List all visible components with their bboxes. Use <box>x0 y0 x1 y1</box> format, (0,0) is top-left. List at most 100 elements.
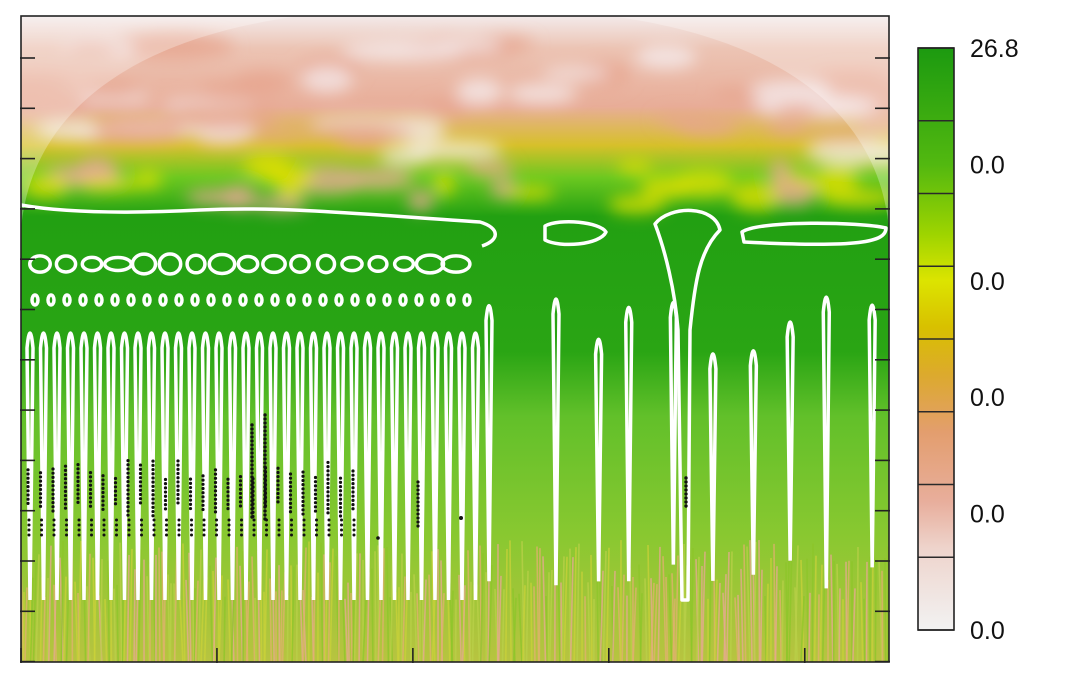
ridge-point <box>90 533 93 537</box>
ridge-point <box>301 483 305 487</box>
ridge-point <box>302 533 306 537</box>
ridge-point <box>152 523 156 527</box>
ridge-point <box>351 502 355 507</box>
ridge-point <box>51 488 55 492</box>
ridge-point <box>63 502 68 506</box>
ridge-point <box>177 528 181 532</box>
contour-band-left <box>21 203 497 248</box>
ridge-point <box>151 459 155 463</box>
ridge-point <box>126 479 130 484</box>
ridge-point <box>63 477 68 481</box>
ridge-point <box>76 467 80 471</box>
colorbar-frame <box>917 47 955 631</box>
ridge-point <box>65 523 68 527</box>
texture-blob <box>344 167 414 190</box>
texture-stripe <box>386 546 390 662</box>
texture-stripe <box>696 556 700 662</box>
texture-blob <box>407 189 434 212</box>
ridge-point <box>288 505 293 510</box>
ridge-point <box>77 533 81 537</box>
ridge-point <box>416 496 420 500</box>
ridge-point <box>52 518 56 522</box>
texture-stripe <box>569 557 574 662</box>
ridge-point <box>165 518 168 522</box>
ridge-point <box>176 488 180 492</box>
texture-stripe <box>509 540 512 662</box>
contour-column <box>295 331 305 601</box>
ridge-point <box>138 484 143 488</box>
texture-stripe <box>358 553 361 662</box>
texture-blob <box>423 101 470 116</box>
texture-stripe <box>590 554 593 662</box>
significance-contours <box>21 203 888 602</box>
ridge-point <box>338 493 343 497</box>
texture-stripe <box>320 542 324 662</box>
texture-stripe <box>161 551 165 662</box>
ridge-point <box>202 518 206 522</box>
ridge-point <box>250 511 254 515</box>
ridge-point <box>151 493 155 497</box>
ridge-point <box>152 518 156 522</box>
ridge-point <box>51 484 55 488</box>
ridge-point <box>52 523 56 527</box>
texture-stripe <box>800 559 805 662</box>
contour-oval <box>302 293 312 307</box>
ridge-point <box>265 523 268 527</box>
ridge-point <box>263 505 267 509</box>
ridge-point <box>226 485 230 490</box>
contour-column <box>38 331 49 601</box>
plot-frame <box>20 15 890 663</box>
ridge-point <box>313 509 318 513</box>
texture-stripe <box>819 564 823 662</box>
contour-column <box>79 331 89 601</box>
texture-stripe <box>129 548 133 662</box>
texture-stripe <box>227 579 232 662</box>
ridge-point <box>263 493 267 497</box>
texture-stripe <box>584 596 587 662</box>
ridge-point <box>263 449 267 453</box>
texture-stripe <box>512 597 517 662</box>
ridge-point <box>102 523 106 527</box>
texture-stripe <box>42 596 46 662</box>
ridge-point <box>163 490 168 494</box>
contour-column <box>214 331 224 601</box>
ridge-point <box>76 475 80 479</box>
ridge-point <box>26 480 30 484</box>
ridge-point <box>65 528 68 532</box>
ridge-point <box>288 501 293 505</box>
ridge-point <box>376 536 380 540</box>
ridge-point <box>352 528 356 532</box>
texture-stripe <box>677 588 682 662</box>
texture-stripe <box>487 567 490 662</box>
ridge-point <box>226 490 230 494</box>
contour-oval <box>238 293 248 307</box>
texture-stripe <box>781 580 784 662</box>
ridge-point <box>63 472 68 477</box>
ridge-point <box>226 477 230 481</box>
ridge-point <box>127 518 131 522</box>
texture-stripe <box>395 592 399 662</box>
ridge-point <box>340 528 343 532</box>
ridge-point <box>140 518 143 522</box>
ridge-point <box>301 491 305 495</box>
contour-oval <box>190 293 200 307</box>
texture-stripe <box>504 549 508 662</box>
texture-stripe <box>461 585 466 662</box>
contour-column <box>92 331 103 601</box>
ridge-point <box>263 509 267 513</box>
texture-stripe <box>29 577 34 662</box>
contour-oval <box>462 293 472 307</box>
ridge-point <box>63 506 68 510</box>
ridge-point <box>250 439 254 443</box>
texture-stripe <box>100 558 103 662</box>
ridge-point <box>138 497 143 501</box>
texture-stripe <box>764 595 768 662</box>
contour-oval <box>126 293 136 307</box>
colorbar-tick-label: 0.0 <box>970 268 1005 296</box>
ridge-point <box>88 504 93 508</box>
ridge-point <box>338 476 343 480</box>
ridge-point <box>151 514 155 518</box>
contour-column <box>389 331 400 601</box>
ridge-point <box>250 503 254 507</box>
ridge-point <box>250 423 254 427</box>
